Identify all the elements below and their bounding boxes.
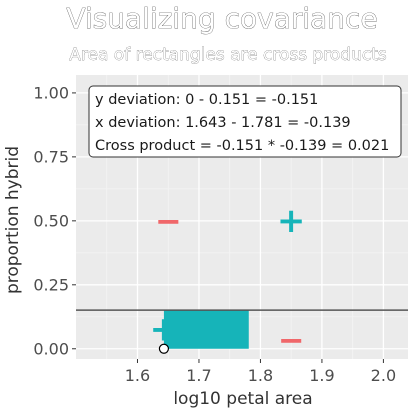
annotation-line: Cross product = -0.151 * -0.139 = 0.021 — [95, 138, 389, 154]
chart-marks: − + + − — [76, 201, 408, 359]
x-tick-label: 2.0 — [371, 366, 396, 385]
y-axis-ticks: 0.00 0.25 0.50 0.75 1.00 — [33, 83, 76, 358]
x-axis-ticks: 1.6 1.7 1.8 1.9 2.0 — [125, 359, 396, 385]
annotation-box: y deviation: 0 - 0.151 = -0.151 x deviati… — [88, 85, 402, 158]
quadrant-plus-sign: + — [277, 201, 306, 241]
y-axis-title: proportion hybrid — [3, 146, 23, 294]
quadrant-minus-sign: − — [155, 202, 182, 240]
x-tick-label: 1.8 — [248, 366, 273, 385]
chart-subtitle: Area of rectangles are cross products — [69, 45, 387, 65]
x-tick-label: 1.7 — [186, 366, 211, 385]
y-tick-label: 0.00 — [33, 339, 69, 358]
data-point — [158, 343, 170, 354]
quadrant-plus-sign: + — [150, 310, 179, 350]
y-tick-label: 0.75 — [33, 147, 69, 166]
annotation-line: y deviation: 0 - 0.151 = -0.151 — [95, 92, 318, 108]
x-tick-label: 1.6 — [125, 366, 150, 385]
annotation-line: x deviation: 1.643 - 1.781 = -0.139 — [95, 115, 351, 131]
quadrant-minus-sign: − — [278, 321, 305, 359]
x-axis-title: log10 petal area — [173, 389, 312, 409]
annotation-background — [88, 85, 402, 158]
cross-product-rectangle — [163, 310, 249, 349]
y-tick-label: 1.00 — [33, 83, 69, 102]
x-tick-label: 1.9 — [309, 366, 334, 385]
y-tick-label: 0.50 — [33, 211, 69, 230]
chart-title: Visualizing covariance — [66, 2, 377, 35]
y-tick-label: 0.25 — [33, 275, 69, 294]
